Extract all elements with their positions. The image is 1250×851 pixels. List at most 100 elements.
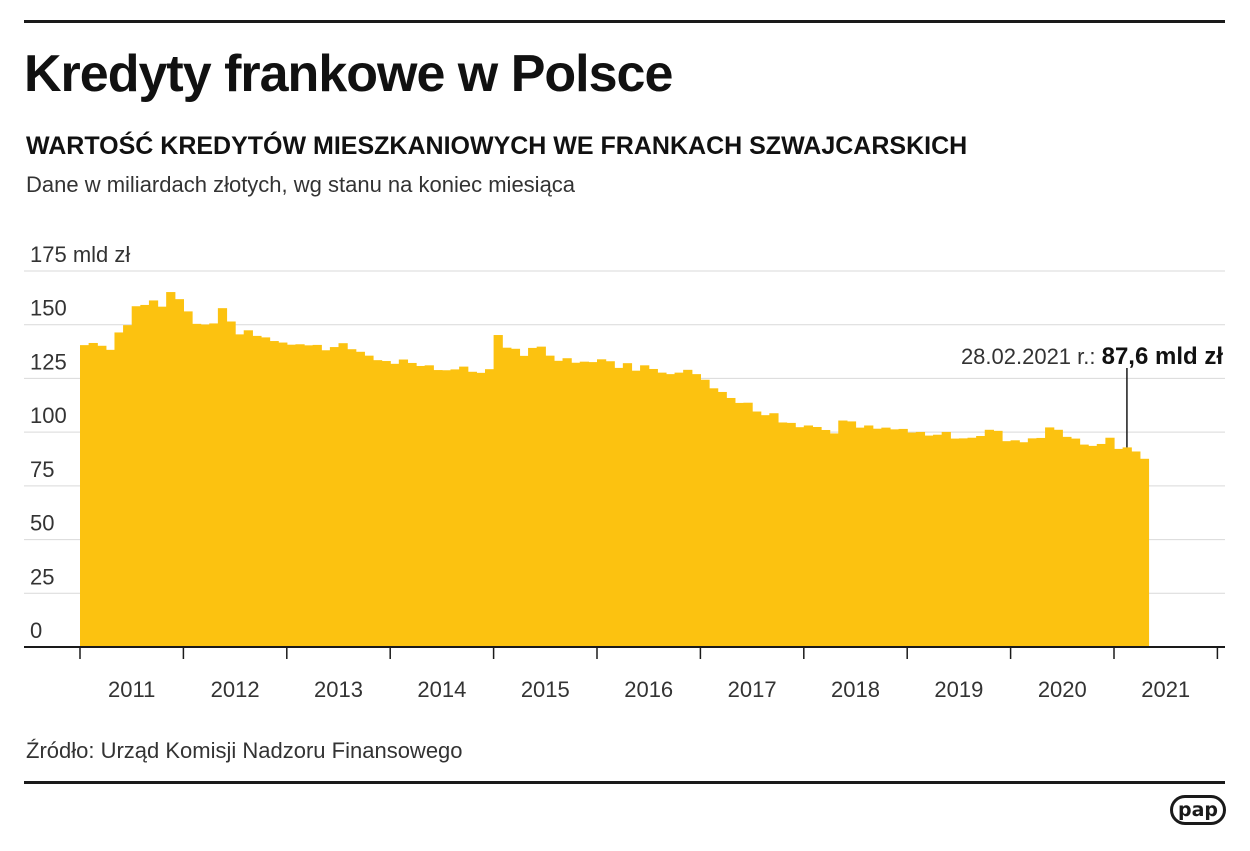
bar xyxy=(80,345,90,647)
bar xyxy=(674,372,684,647)
bar xyxy=(579,361,589,647)
bar xyxy=(459,366,469,647)
bar xyxy=(933,434,943,647)
bar xyxy=(743,402,753,647)
bar xyxy=(140,304,150,647)
x-axis-labels: 2011 2012 2013 2014 2015 2016 2017 2018 2019 2020… xyxy=(108,677,1190,702)
bar xyxy=(295,344,305,647)
x-tick-label: 2011 xyxy=(108,677,155,702)
annotation-label: 28.02.2021 r.: 87,6 mld zł xyxy=(961,343,1223,370)
bar xyxy=(1010,440,1020,647)
bar xyxy=(252,335,262,647)
x-tick-label: 2016 xyxy=(624,677,673,702)
bar xyxy=(424,365,434,647)
bar xyxy=(1053,429,1063,647)
bar xyxy=(1070,438,1081,647)
bar xyxy=(105,349,116,647)
chart-subtitle: WARTOŚĆ KREDYTÓW MIESZKANIOWYCH WE FRANK… xyxy=(26,132,968,160)
bar xyxy=(123,325,133,647)
x-axis xyxy=(24,646,1225,659)
bar xyxy=(769,413,779,647)
bar xyxy=(200,324,210,647)
bar xyxy=(493,335,503,647)
bar xyxy=(1114,448,1124,647)
bar xyxy=(1036,437,1046,647)
bar xyxy=(881,427,891,647)
bar xyxy=(536,346,546,647)
bar xyxy=(484,369,495,647)
bar xyxy=(209,323,219,647)
bar xyxy=(166,292,176,647)
bar xyxy=(838,420,848,647)
y-axis-labels: 0 25 50 75 100 125 150 175 mld zł xyxy=(30,242,130,643)
x-tick-label: 2017 xyxy=(728,677,777,702)
bar xyxy=(829,433,839,647)
bar xyxy=(734,402,745,647)
bar xyxy=(1122,447,1132,647)
x-tick-label: 2018 xyxy=(831,677,880,702)
bar xyxy=(372,360,383,647)
bar xyxy=(97,345,107,647)
bar xyxy=(683,369,693,647)
bar xyxy=(648,368,658,647)
bars xyxy=(80,292,1150,647)
source-note: Źródło: Urząd Komisji Nadzoru Finansoweg… xyxy=(26,738,463,763)
bar xyxy=(347,349,357,647)
bar xyxy=(726,397,736,647)
bar xyxy=(243,330,253,647)
x-tick-label: 2012 xyxy=(211,677,260,702)
bar xyxy=(898,428,908,647)
y-tick-label: 75 xyxy=(30,457,54,482)
bar xyxy=(545,355,555,647)
bar xyxy=(441,370,452,647)
x-tick-label: 2015 xyxy=(521,677,570,702)
data-note: Dane w miliardach złotych, wg stanu na k… xyxy=(26,172,576,197)
x-tick-label: 2019 xyxy=(934,677,983,702)
bar xyxy=(665,374,676,647)
bar xyxy=(622,363,633,647)
bar xyxy=(1001,441,1012,647)
bar xyxy=(148,300,159,647)
bar xyxy=(907,432,917,647)
bar xyxy=(286,344,297,647)
bar xyxy=(1105,437,1115,647)
bar xyxy=(407,362,417,647)
bar xyxy=(803,425,814,647)
bar xyxy=(1045,427,1055,647)
bar xyxy=(915,431,926,647)
x-tick-label: 2021 xyxy=(1141,677,1190,702)
bar xyxy=(588,362,598,647)
bar xyxy=(433,370,443,647)
bar xyxy=(364,355,374,647)
bar xyxy=(226,321,236,647)
bar xyxy=(795,427,805,647)
bar xyxy=(174,299,184,647)
bar xyxy=(864,425,874,647)
bar xyxy=(924,435,934,647)
bar xyxy=(846,421,857,647)
bar xyxy=(476,372,486,647)
bar xyxy=(993,430,1003,647)
bar xyxy=(338,343,348,647)
y-tick-label: 50 xyxy=(30,511,54,536)
bar xyxy=(321,350,331,647)
bar xyxy=(260,337,271,647)
bottom-rule xyxy=(24,781,1225,784)
bar xyxy=(269,341,279,647)
y-tick-label: 0 xyxy=(30,618,42,643)
y-tick-label: 150 xyxy=(30,296,67,321)
bar xyxy=(355,351,365,647)
bar xyxy=(131,306,141,647)
chart-title: Kredyty frankowe w Polsce xyxy=(24,45,673,103)
bar xyxy=(398,359,409,647)
bar xyxy=(217,308,228,647)
bar xyxy=(597,359,607,647)
bar xyxy=(1096,443,1106,647)
bar xyxy=(691,374,701,647)
bar xyxy=(528,347,538,647)
bar xyxy=(183,311,193,647)
bar xyxy=(821,429,831,647)
bar xyxy=(510,348,521,647)
bar xyxy=(1088,445,1098,647)
bar xyxy=(967,437,977,647)
